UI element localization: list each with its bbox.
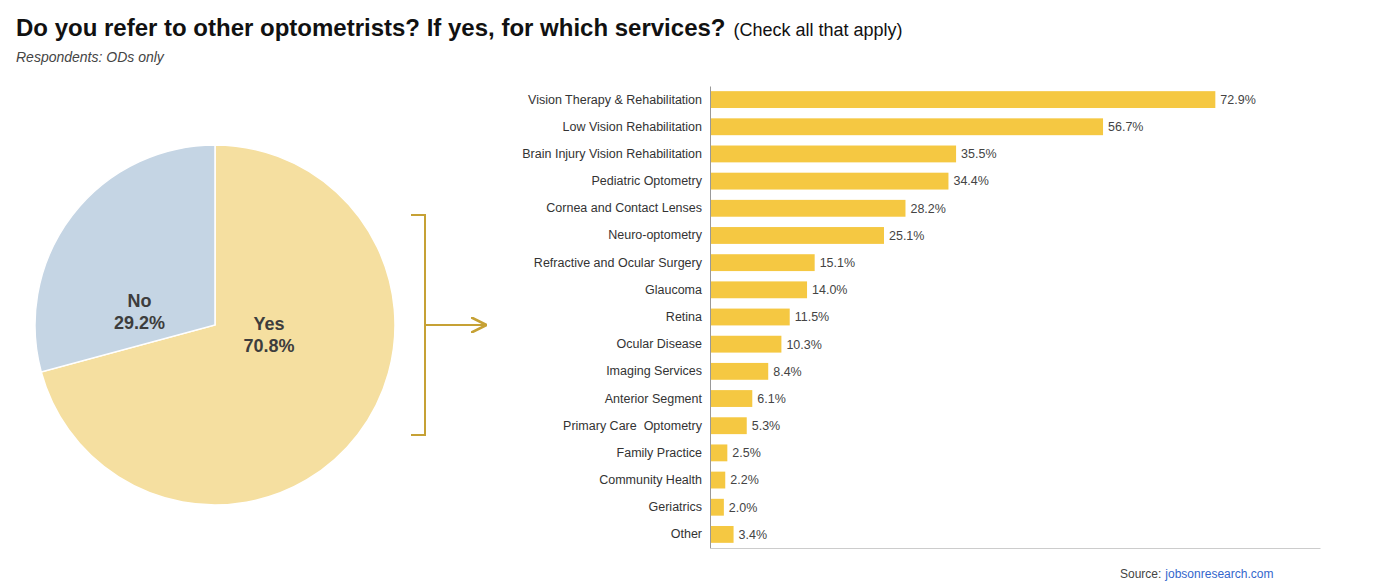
- bar: [710, 200, 905, 217]
- value-label: 28.2%: [910, 202, 945, 216]
- pie-label-value: 70.8%: [243, 336, 294, 356]
- title-note: (Check all that apply): [734, 20, 903, 40]
- value-label: 14.0%: [812, 283, 847, 297]
- bar: [710, 336, 781, 353]
- y-tick-label: Low Vision Rehabilitation: [563, 120, 702, 134]
- y-tick: Brain Injury Vision Rehabilitation: [522, 147, 710, 161]
- value-label: 10.3%: [786, 338, 821, 352]
- y-tick-label: Refractive and Ocular Surgery: [534, 256, 703, 270]
- y-tick-label: Brain Injury Vision Rehabilitation: [522, 147, 702, 161]
- x-axis: [711, 548, 1321, 549]
- pie-label-value: 29.2%: [114, 313, 165, 333]
- y-tick-label: Cornea and Contact Lenses: [546, 201, 702, 215]
- bar: [710, 227, 884, 244]
- y-tick-label: Family Practice: [617, 446, 702, 460]
- bar: [710, 363, 768, 380]
- y-tick: Refractive and Ocular Surgery: [534, 256, 710, 270]
- pie: [35, 145, 395, 505]
- pie-label: No29.2%: [114, 291, 165, 333]
- value-label: 2.0%: [729, 501, 758, 515]
- bar: [710, 444, 727, 461]
- y-tick: Primary Care Optometry: [563, 419, 710, 433]
- bracket-line: [411, 215, 425, 435]
- bars: [710, 91, 1215, 543]
- bar: [710, 390, 752, 407]
- bar: [710, 146, 956, 163]
- y-axis: Vision Therapy & Rehabilitation Low Visio…: [522, 87, 710, 549]
- y-tick-label: Imaging Services: [606, 364, 702, 378]
- y-tick-label: Other: [671, 527, 702, 541]
- bar: [710, 417, 747, 434]
- value-label: 15.1%: [820, 256, 855, 270]
- y-tick: Geriatrics: [649, 500, 710, 514]
- value-label: 2.5%: [732, 446, 761, 460]
- value-labels: 72.9% 56.7% 35.5% 34.4% 28.2% 25.1% 15.1% 14.0%…: [729, 93, 1256, 542]
- y-tick: Ocular Disease: [617, 337, 710, 351]
- y-tick: Neuro-optometry: [608, 228, 710, 242]
- y-tick-label: Ocular Disease: [617, 337, 702, 351]
- source-text: Source:: [1120, 567, 1161, 581]
- value-label: 11.5%: [795, 310, 830, 324]
- y-tick-label: Glaucoma: [645, 283, 702, 297]
- bar: [710, 309, 790, 326]
- y-tick: Family Practice: [617, 446, 710, 460]
- bracket: [411, 215, 485, 435]
- value-label: 35.5%: [961, 147, 996, 161]
- pie-label-category: Yes: [253, 314, 284, 334]
- value-label: 34.4%: [953, 174, 988, 188]
- y-tick-label: Community Health: [599, 473, 702, 487]
- arrow: [425, 324, 485, 326]
- value-label: 2.2%: [730, 473, 759, 487]
- value-label: 72.9%: [1220, 93, 1255, 107]
- y-tick: Cornea and Contact Lenses: [546, 201, 710, 215]
- pie-slice: [35, 145, 215, 372]
- y-tick: Anterior Segment: [605, 392, 710, 406]
- y-tick: Retina: [666, 310, 710, 324]
- pie-label-category: No: [127, 291, 151, 311]
- value-label: 6.1%: [757, 392, 786, 406]
- bar: [710, 91, 1215, 108]
- y-tick: Other: [671, 527, 710, 541]
- value-label: 3.4%: [739, 528, 768, 542]
- source: Source:jobsonresearch.com: [1120, 567, 1273, 581]
- bar: [710, 254, 815, 271]
- value-label: 25.1%: [889, 229, 924, 243]
- subtitle: Respondents: ODs only: [16, 49, 165, 65]
- bar: [710, 118, 1103, 135]
- y-tick-label: Anterior Segment: [605, 392, 703, 406]
- y-tick-label: Primary Care Optometry: [563, 419, 703, 433]
- source-link: jobsonresearch.com: [1164, 567, 1273, 581]
- y-axis-line: [710, 87, 711, 549]
- bar: [710, 281, 807, 298]
- y-tick-label: Geriatrics: [649, 500, 702, 514]
- bar: [710, 472, 725, 489]
- y-tick-label: Pediatric Optometry: [592, 174, 703, 188]
- y-tick: Pediatric Optometry: [592, 174, 710, 188]
- y-tick: Imaging Services: [606, 364, 710, 378]
- value-label: 56.7%: [1108, 120, 1143, 134]
- x-axis-line: [711, 548, 1321, 549]
- pie-label: Yes70.8%: [243, 314, 294, 356]
- y-tick: Vision Therapy & Rehabilitation: [528, 93, 710, 107]
- chart: Do you refer to other optometrists? If y…: [0, 0, 1376, 588]
- y-tick-label: Neuro-optometry: [608, 228, 703, 242]
- title: Do you refer to other optometrists? If y…: [16, 14, 726, 41]
- pie-labels: Yes70.8% No29.2%: [114, 291, 295, 356]
- bar: [710, 499, 724, 516]
- y-tick-label: Retina: [666, 310, 702, 324]
- bar: [710, 526, 734, 543]
- y-tick: Low Vision Rehabilitation: [563, 120, 710, 134]
- y-tick: Community Health: [599, 473, 710, 487]
- bar: [710, 173, 948, 190]
- y-tick: Glaucoma: [645, 283, 710, 297]
- y-tick-label: Vision Therapy & Rehabilitation: [528, 93, 702, 107]
- value-label: 5.3%: [752, 419, 781, 433]
- value-label: 8.4%: [773, 365, 802, 379]
